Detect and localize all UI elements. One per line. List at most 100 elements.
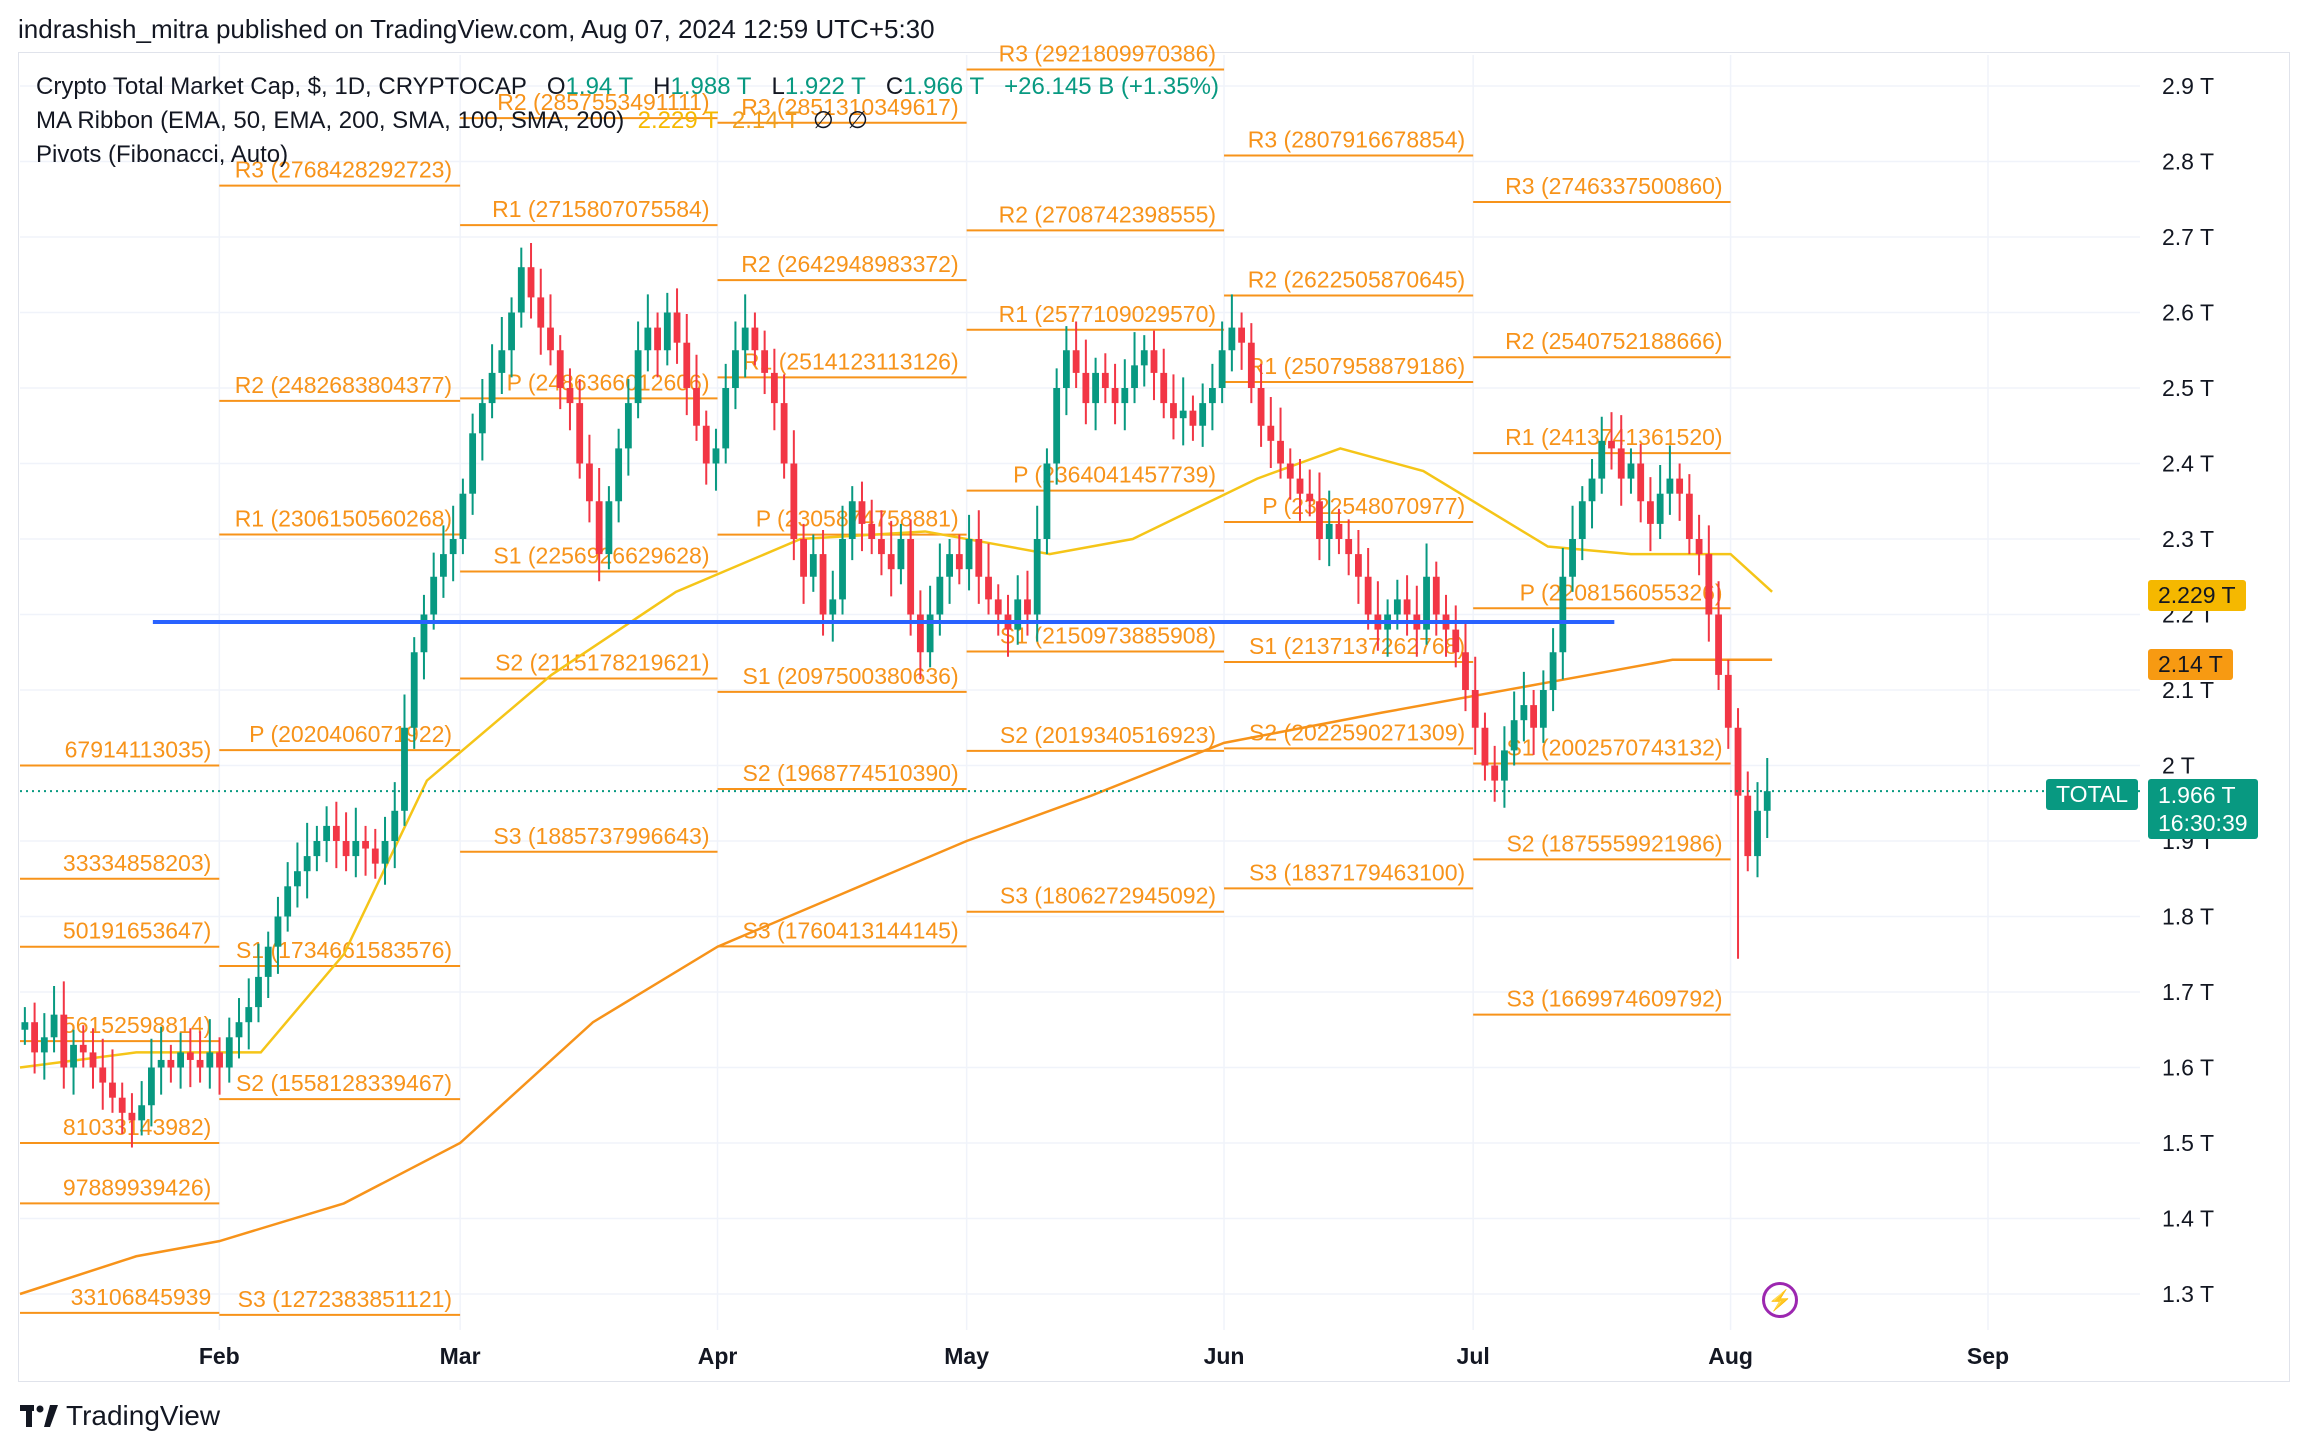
candle-body bbox=[1170, 403, 1177, 419]
candle-body bbox=[1296, 478, 1304, 494]
candle-body bbox=[897, 539, 905, 570]
candle-body bbox=[537, 297, 545, 328]
candle-body bbox=[118, 1097, 126, 1113]
candle-body bbox=[352, 841, 360, 857]
pivot-level-label: R1 (2306150560268) bbox=[235, 505, 452, 531]
candle-body bbox=[128, 1112, 136, 1121]
legend-open: 1.94 T bbox=[565, 73, 634, 100]
candle-body bbox=[1462, 652, 1469, 690]
pivot-level-label: S3 (1669974609792) bbox=[1506, 986, 1722, 1012]
candle-body bbox=[1150, 350, 1158, 373]
candle-body bbox=[916, 614, 924, 653]
y-tick-label: 2.5 T bbox=[2162, 375, 2214, 401]
candle-body bbox=[1208, 388, 1216, 404]
candle-body bbox=[255, 976, 262, 1008]
candle-body bbox=[21, 1022, 29, 1030]
pivot-level-label: R2 (2482683804377) bbox=[235, 372, 452, 398]
y-tick-label: 2.8 T bbox=[2162, 149, 2214, 175]
pivot-level-label: R2 (2622505870645) bbox=[1248, 267, 1465, 293]
y-tick-label: 1.5 T bbox=[2162, 1130, 2214, 1156]
legend-symbol-row: Crypto Total Market Cap, $, 1D, CRYPTOCA… bbox=[36, 70, 1219, 104]
candle-body bbox=[196, 1059, 204, 1068]
pivot-level-label: S1 (1734661583576) bbox=[236, 937, 452, 963]
legend-high: 1.988 T bbox=[670, 73, 752, 100]
x-tick-label: Sep bbox=[1967, 1343, 2009, 1369]
candle-body bbox=[712, 448, 720, 464]
candle-body bbox=[225, 1037, 233, 1068]
candle-body bbox=[1277, 440, 1284, 464]
pivot-level-label: S1 (2150973885908) bbox=[1000, 622, 1216, 648]
candle-body bbox=[138, 1105, 146, 1121]
candle-body bbox=[1218, 350, 1226, 388]
candle-body bbox=[624, 403, 632, 449]
candle-body bbox=[839, 539, 846, 600]
candle-body bbox=[294, 871, 301, 887]
footer-brand[interactable]: TradingView bbox=[20, 1400, 220, 1432]
candle-body bbox=[1072, 350, 1080, 373]
candle-body bbox=[732, 350, 739, 388]
legend-ma-null1: ∅ bbox=[812, 107, 834, 134]
candle-body bbox=[1724, 674, 1732, 728]
candle-body bbox=[1316, 501, 1323, 539]
pivot-level-label: 97889939426) bbox=[63, 1174, 211, 1200]
grid-layer bbox=[20, 55, 2140, 1330]
candle-body bbox=[1685, 493, 1693, 539]
candle-body bbox=[245, 1007, 253, 1023]
candle-body bbox=[1637, 463, 1645, 502]
ema200-line bbox=[19, 658, 1773, 1296]
candle-body bbox=[1355, 554, 1362, 577]
y-tick-label: 1.3 T bbox=[2162, 1281, 2214, 1307]
legend-ma-row: MA Ribbon (EMA, 50, EMA, 200, SMA, 100, … bbox=[36, 104, 1219, 138]
total-symbol-tag: TOTAL bbox=[2046, 779, 2138, 810]
legend-symbol: Crypto Total Market Cap, $, 1D, CRYPTOCA… bbox=[36, 73, 527, 100]
candle-body bbox=[177, 1052, 185, 1068]
candle-body bbox=[1121, 388, 1129, 404]
pivot-level-label: P (2020406071922) bbox=[249, 721, 452, 747]
candle-body bbox=[615, 448, 623, 502]
pivot-level-label: R1 (2507958879186) bbox=[1248, 353, 1465, 379]
candle-body bbox=[1345, 539, 1353, 555]
pivot-level-label: S2 (1968774510390) bbox=[742, 760, 958, 786]
y-tick-label: 2.3 T bbox=[2162, 526, 2214, 552]
y-tick-label: 2.1 T bbox=[2162, 677, 2214, 703]
ema50-price-tag: 2.229 T bbox=[2148, 580, 2246, 611]
legend-ma-null2: ∅ bbox=[847, 107, 869, 134]
candle-body bbox=[1754, 810, 1761, 857]
candle-body bbox=[420, 614, 428, 653]
candle-body bbox=[547, 327, 554, 351]
candle-body bbox=[362, 841, 369, 849]
candle-body bbox=[702, 425, 710, 464]
legend-ma-label: MA Ribbon (EMA, 50, EMA, 200, SMA, 100, … bbox=[36, 107, 625, 134]
legend-change: +26.145 B (+1.35%) bbox=[1004, 73, 1219, 100]
candle-body bbox=[644, 327, 652, 351]
candle-body bbox=[1228, 327, 1236, 351]
candle-body bbox=[1676, 478, 1684, 494]
candle-body bbox=[99, 1067, 107, 1083]
candle-body bbox=[31, 1022, 39, 1053]
x-tick-label: Jul bbox=[1457, 1343, 1490, 1369]
candle-body bbox=[186, 1052, 194, 1060]
pivot-level-label: P (2208156055326) bbox=[1520, 579, 1723, 605]
pivot-level-label: R3 (2768428292723) bbox=[235, 157, 452, 183]
candle-body bbox=[1549, 652, 1557, 690]
candle-body bbox=[1452, 629, 1460, 653]
candle-body bbox=[371, 848, 379, 864]
candle-body bbox=[1247, 342, 1255, 388]
candle-body bbox=[595, 501, 603, 555]
candle-body bbox=[1666, 478, 1674, 494]
pivot-level-label: S2 (2115178219621) bbox=[495, 650, 709, 676]
candle-body bbox=[761, 350, 769, 373]
candle-body bbox=[780, 403, 788, 464]
pivot-level-label: R3 (2921809970386) bbox=[999, 41, 1216, 67]
axis-layer: 1.3 T1.4 T1.5 T1.6 T1.7 T1.8 T1.9 T2 T2.… bbox=[199, 73, 2214, 1369]
legend-pivots-row: Pivots (Fibonacci, Auto) bbox=[36, 138, 1219, 172]
alert-bolt-icon[interactable]: ⚡ bbox=[1762, 1282, 1798, 1318]
x-tick-label: Aug bbox=[1708, 1343, 1753, 1369]
candle-body bbox=[498, 350, 506, 373]
candle-body bbox=[878, 539, 885, 555]
chart-legend: Crypto Total Market Cap, $, 1D, CRYPTOCA… bbox=[36, 70, 1219, 172]
y-tick-label: 2.6 T bbox=[2162, 300, 2214, 326]
pivot-layer: 67914113035) 33334858203) 50191653647) 5615… bbox=[20, 41, 1731, 1316]
legend-c-label: C bbox=[885, 73, 904, 100]
